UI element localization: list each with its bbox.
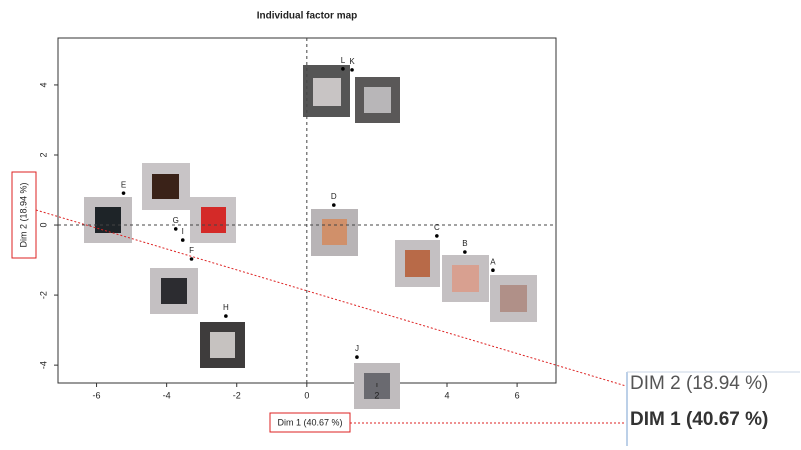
point-label: D <box>331 192 337 201</box>
x-tick-label: 2 <box>374 390 379 400</box>
point <box>463 250 467 254</box>
point-label: K <box>349 57 355 66</box>
y-label-box <box>11 171 37 259</box>
y-tick-label: 4 <box>38 82 48 87</box>
thumbnail-inner <box>322 219 347 245</box>
callout-line <box>35 209 627 387</box>
x-axis-label: Dim 1 (40.67 %) <box>277 417 342 427</box>
point-label: E <box>121 180 126 189</box>
point <box>173 227 178 231</box>
point <box>435 234 439 238</box>
y-tick-label: 2 <box>38 152 48 157</box>
point <box>189 257 194 261</box>
point <box>121 191 126 195</box>
y-axis-label: Dim 2 (18.94 %) <box>18 182 28 247</box>
point <box>491 268 495 273</box>
point-label: I <box>182 227 184 236</box>
point-label: L <box>341 56 346 65</box>
thumbnail-inner <box>500 285 527 312</box>
y-tick-label: -2 <box>38 291 48 299</box>
x-tick-label: -4 <box>163 390 171 400</box>
point <box>355 355 359 359</box>
point-label: H <box>223 303 229 312</box>
point-label: J <box>355 344 359 353</box>
thumbnail-inner <box>152 174 179 199</box>
point <box>341 67 345 71</box>
y-tick-label: 0 <box>38 223 48 228</box>
point <box>332 203 336 207</box>
thumbnails <box>84 65 537 409</box>
thumbnail-inner <box>364 87 391 113</box>
thumbnail-inner <box>210 332 235 358</box>
point-label: C <box>434 223 440 232</box>
thumbnail-inner <box>313 78 341 106</box>
thumbnail-inner <box>452 265 479 292</box>
x-tick-label: 0 <box>304 390 309 400</box>
thumbnail-inner <box>161 278 187 304</box>
x-tick-label: 6 <box>515 390 520 400</box>
zoom-annotation: DIM 1 (40.67 %) <box>630 409 768 430</box>
thumbnail-inner <box>201 207 226 233</box>
zoom-annotation: DIM 2 (18.94 %) <box>630 373 768 394</box>
y-tick-label: -4 <box>38 361 48 369</box>
thumbnail-inner <box>405 250 430 277</box>
point <box>350 68 354 72</box>
point-label: A <box>490 257 496 266</box>
chart-title: Individual factor map <box>257 11 358 22</box>
point <box>180 238 185 242</box>
x-tick-label: -2 <box>233 390 241 400</box>
x-tick-label: -6 <box>93 390 101 400</box>
point-label: G <box>173 216 179 225</box>
point-label: B <box>462 239 467 248</box>
point-label: F <box>189 246 194 255</box>
thumbnail-inner <box>95 207 121 233</box>
point <box>224 314 228 318</box>
x-tick-label: 4 <box>444 390 449 400</box>
